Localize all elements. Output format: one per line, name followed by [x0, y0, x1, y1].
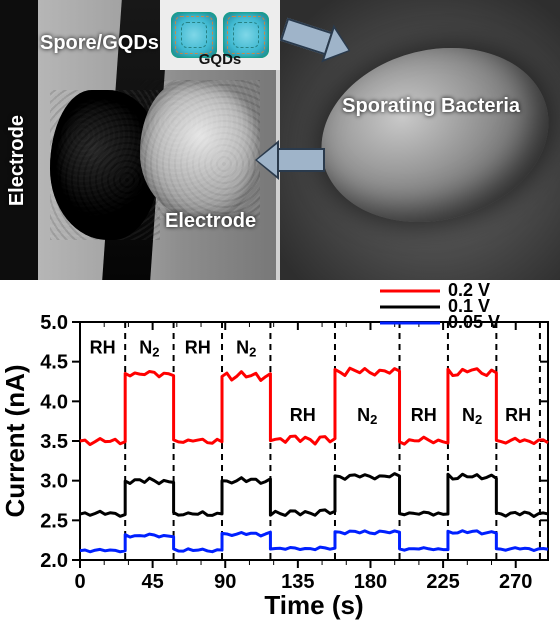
svg-text:0: 0 — [74, 571, 85, 593]
svg-text:90: 90 — [214, 571, 236, 593]
arrow-to-spore-icon — [255, 140, 325, 180]
svg-text:5.0: 5.0 — [40, 312, 68, 334]
svg-text:45: 45 — [141, 571, 163, 593]
svg-text:3.5: 3.5 — [40, 431, 68, 453]
gqds-inset-label: GQDs — [199, 51, 242, 68]
svg-text:0.05 V: 0.05 V — [448, 312, 500, 332]
svg-text:RH: RH — [411, 405, 437, 425]
svg-text:2.5: 2.5 — [40, 510, 68, 532]
svg-text:RH: RH — [185, 338, 211, 358]
sem-images-panel: Electrode Spore/GQDs Electrode Sporating… — [0, 0, 560, 280]
svg-text:2.0: 2.0 — [40, 550, 68, 572]
svg-text:RH: RH — [290, 405, 316, 425]
electrode-right-label: Electrode — [165, 210, 256, 233]
current-time-chart: 045901351802252702.02.53.03.54.04.55.0Ti… — [0, 280, 560, 620]
svg-text:4.0: 4.0 — [40, 391, 68, 413]
gqds-inset: GQDs — [160, 0, 280, 70]
svg-text:Current (nA): Current (nA) — [0, 364, 30, 517]
svg-text:Time (s): Time (s) — [264, 590, 363, 620]
svg-text:225: 225 — [426, 571, 459, 593]
electrode-left-label: Electrode — [6, 115, 29, 206]
svg-text:RH: RH — [90, 338, 116, 358]
svg-text:4.5: 4.5 — [40, 352, 68, 374]
sporating-bacteria-label: Sporating Bacteria — [342, 95, 520, 117]
svg-text:270: 270 — [499, 571, 532, 593]
svg-text:3.0: 3.0 — [40, 471, 68, 493]
spore-gqds-label: Spore/GQDs — [40, 32, 159, 55]
svg-text:RH: RH — [505, 405, 531, 425]
